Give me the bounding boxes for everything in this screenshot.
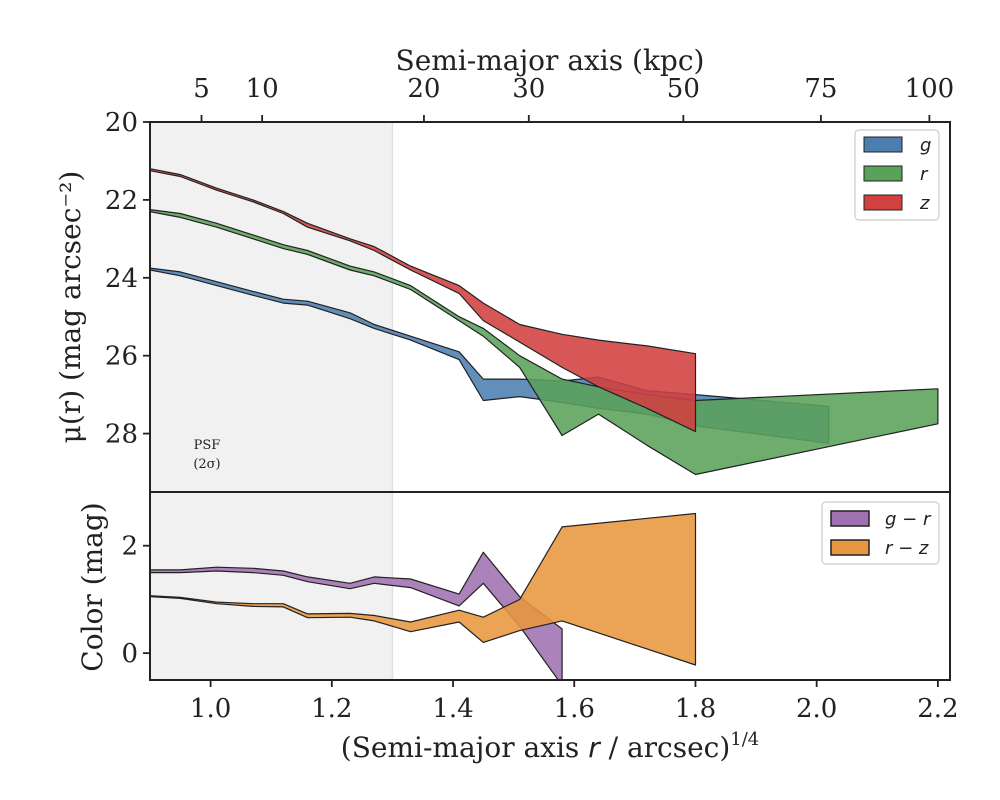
legend-swatch [863,136,903,153]
xtick-label: 1.6 [554,694,595,724]
psf-sublabel: (2σ) [193,457,220,472]
ytick-label: 26 [105,342,138,372]
legend-swatch [830,510,870,527]
legend-label: z [919,193,930,214]
ytick-label: 2 [121,532,138,562]
legend-swatch [830,539,870,556]
legend-swatch [863,165,903,182]
xtick-label: 1.0 [190,694,231,724]
top-xtick-label: 100 [905,74,955,104]
xtick-label: 2.2 [917,694,958,724]
top-xtick-label: 50 [667,74,700,104]
xlabel-main: (Semi-major axis [341,731,588,764]
bottom-panel-frame [149,491,951,681]
xlabel-tail: / arcsec) [600,731,731,764]
top-xtick-label: 20 [407,74,440,104]
legend-label: r [920,164,929,185]
ytick-label: 0 [121,639,138,669]
bottom-panel: 0 2 1.0 1.2 1.4 1.6 1.8 2.0 2.2 g − r r − z [121,491,959,724]
ytick-label: 20 [105,108,138,138]
bottom-legend: g − r r − z [821,501,940,565]
top-xtick-label: 5 [193,74,210,104]
xtick-label: 1.8 [675,694,716,724]
band-r-top-panel [150,209,939,476]
legend-label: r − z [885,538,929,559]
top-xaxis-label: Semi-major axis (kpc) [396,44,705,77]
xlabel-var: r [588,731,601,764]
xtick-label: 1.4 [432,694,473,724]
band-gr-bottom-panel [150,551,563,680]
top-legend: grz [854,129,940,221]
ytick-label: 24 [105,264,138,294]
top-yaxis-label: μ(r) (mag arcsec⁻²) [54,171,87,444]
bottom-yaxis-label: Color (mag) [76,502,109,671]
top-panel: 20 22 24 26 28 5 10 20 30 50 75 100 PSF (2σ) grz [105,74,955,493]
top-xtick-label: 10 [246,74,279,104]
legend-label: g − r [885,509,932,530]
legend-swatch [863,194,903,211]
xtick-label: 2.0 [796,694,837,724]
ytick-label: 28 [105,420,138,450]
band-z-top-panel [150,168,697,433]
psf-label: PSF [194,438,221,453]
legend-label: g [920,135,931,156]
psf-region [150,122,393,492]
xtick-label: 1.2 [311,694,352,724]
band-rz-bottom-panel [150,512,697,666]
ytick-label: 22 [105,186,138,216]
bottom-xaxis-label: (Semi-major axis r / arcsec)1/4 [341,729,759,764]
top-xtick-label: 30 [512,74,545,104]
top-xtick-label: 75 [804,74,837,104]
xlabel-sup: 1/4 [730,729,759,750]
